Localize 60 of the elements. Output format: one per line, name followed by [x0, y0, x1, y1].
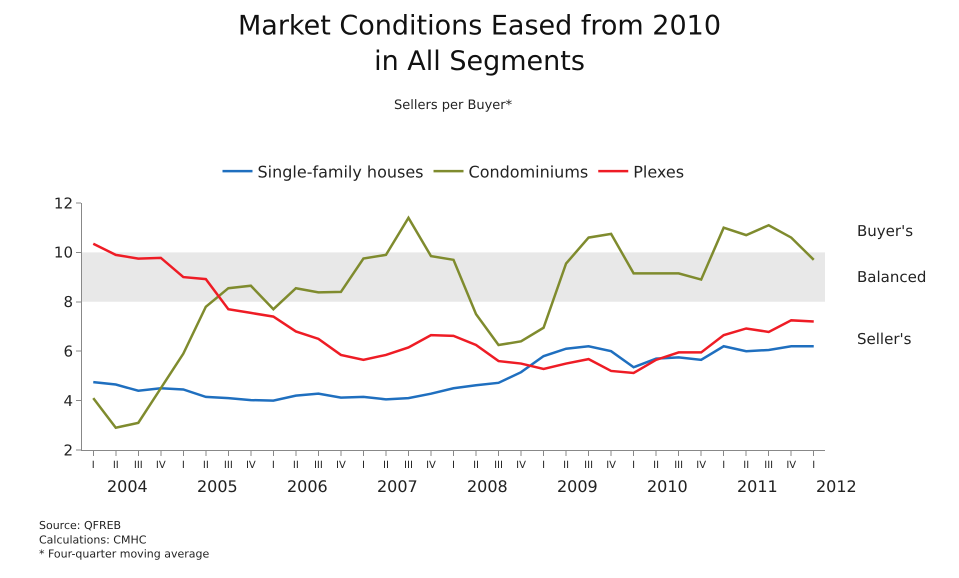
x-tick-label: II	[112, 460, 119, 471]
line-series	[92, 345, 815, 402]
y-tick-label: 2	[63, 441, 73, 460]
x-tick-label: III	[764, 460, 774, 471]
text: 2007	[377, 477, 418, 496]
text: 2008	[467, 477, 508, 496]
x-tick-label: IV	[516, 460, 526, 471]
chart-subtitle: Sellers per Buyer*	[394, 98, 513, 113]
y-tick-label: 8	[63, 293, 73, 312]
text: 2011	[737, 477, 778, 496]
x-tick-label: III	[494, 460, 503, 471]
x-tick-label: I	[272, 460, 275, 471]
x-tick-label: II	[653, 460, 660, 471]
y-tick-label: 6	[63, 342, 73, 360]
x-tick-label: IV	[246, 460, 256, 471]
x-tick-label: IV	[606, 460, 616, 471]
x-tick-label: IV	[696, 460, 706, 471]
y-tick-label: 10	[54, 244, 73, 262]
text: 2010	[647, 477, 688, 496]
chart-title: Market Conditions Eased from 2010 in All Segments	[238, 10, 722, 77]
x-tick-label: II	[473, 460, 479, 471]
text: 2012	[816, 477, 857, 496]
x-tick-label: I	[362, 460, 365, 471]
x-tick-label: II	[292, 460, 299, 471]
x-tick-label: III	[584, 460, 594, 471]
x-tick-label: IV	[426, 460, 436, 471]
x-tick-label: I	[812, 460, 816, 471]
x-tick-label: IV	[336, 460, 346, 471]
x-tick-label: III	[224, 460, 233, 471]
x-tick-label: I	[722, 460, 726, 471]
text: 2005	[197, 477, 238, 496]
y-tick-label: 12	[54, 194, 73, 212]
x-tick-label: III	[404, 460, 413, 471]
source-note: Source: QFREB Calculations: CMHC * Four-quarter moving average	[39, 519, 210, 561]
legend-label: Plexes	[633, 162, 684, 182]
line-series	[92, 216, 815, 430]
x-tick-label: III	[674, 460, 684, 471]
x-tick-label: I	[452, 460, 455, 471]
x-tick-label: IV	[156, 460, 166, 471]
x-tick-label: III	[314, 460, 323, 471]
x-tick-label: II	[202, 460, 209, 471]
text: 2009	[557, 477, 598, 496]
y-tick-label: 4	[63, 392, 73, 410]
text: 2006	[287, 477, 328, 496]
x-tick-label: II	[743, 460, 750, 471]
text: Seller's	[857, 330, 912, 348]
band-label: Balanced	[857, 268, 926, 286]
x-tick-label: II	[382, 460, 389, 471]
text: Buyer's	[857, 222, 914, 240]
line-series	[92, 242, 815, 374]
legend-label: Condominiums	[468, 162, 588, 182]
x-tick-label: IV	[786, 460, 796, 471]
x-tick-label: I	[632, 460, 636, 471]
text: 2004	[107, 477, 148, 496]
x-tick-label: II	[563, 460, 570, 471]
x-tick-label: I	[542, 460, 546, 471]
x-tick-label: III	[134, 460, 143, 471]
x-tick-label: I	[92, 460, 95, 471]
x-tick-label: I	[182, 460, 185, 471]
legend-label: Single-family houses	[258, 162, 424, 182]
